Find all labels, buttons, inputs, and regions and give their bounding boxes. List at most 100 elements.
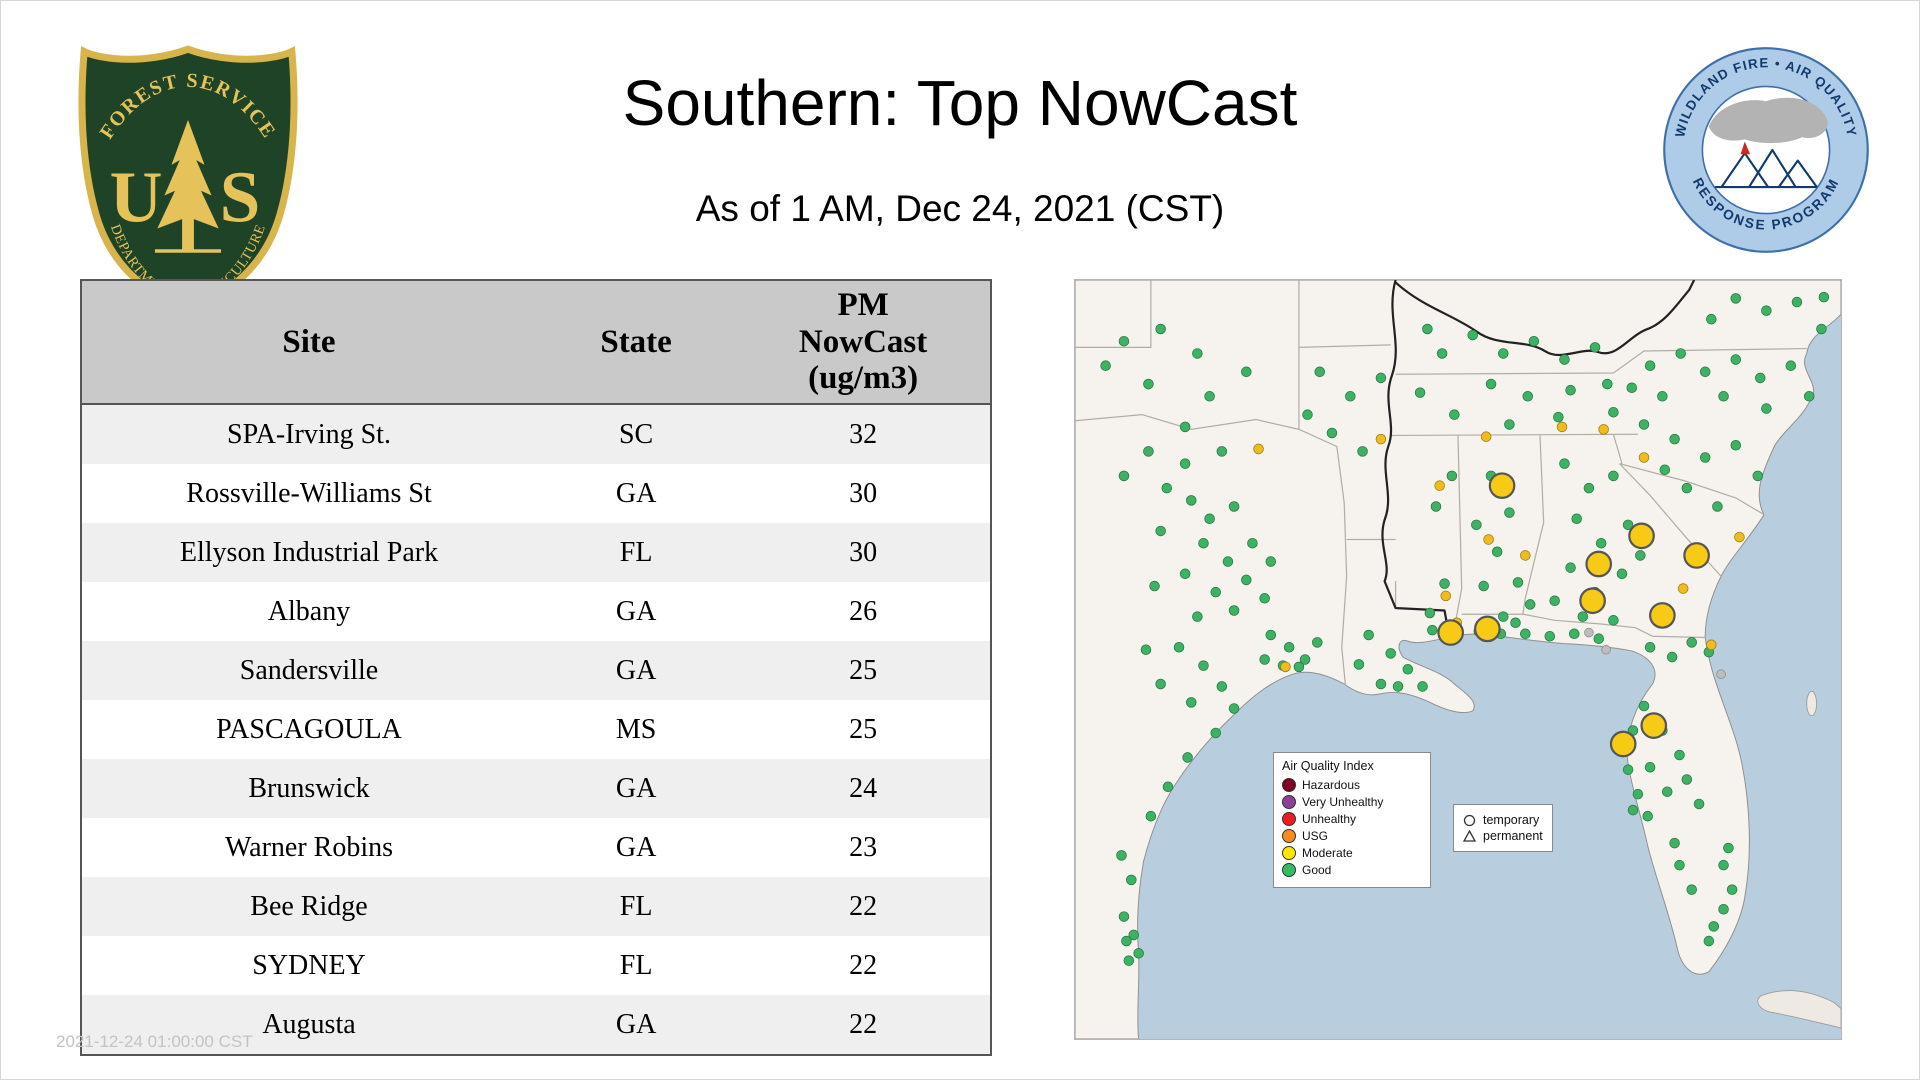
monitor-good <box>1449 409 1460 420</box>
monitor-temporary-moderate <box>1437 619 1464 646</box>
site-cell: Sandersville <box>239 654 379 686</box>
monitor-good <box>1427 624 1438 636</box>
monitor-good <box>1302 409 1313 420</box>
value-cell: 24 <box>849 772 878 804</box>
aqi-label: Hazardous <box>1302 778 1361 792</box>
monitor-moderate <box>1434 480 1445 491</box>
monitor-good <box>1265 556 1277 567</box>
monitor-moderate <box>1677 583 1689 594</box>
state-cell: FL <box>619 536 653 568</box>
value-cell: 30 <box>849 477 878 509</box>
value-cell: 22 <box>849 1008 878 1040</box>
state-cell: MS <box>615 713 657 745</box>
monitor-good <box>1718 903 1729 915</box>
state-cell: FL <box>619 949 653 981</box>
monitor-good <box>1754 372 1766 384</box>
aqi-swatch <box>1282 846 1296 860</box>
table-row: SPA-Irving St. SC 32 <box>81 404 991 464</box>
monitor-good <box>1593 633 1604 644</box>
aqi-label: Very Unhealthy <box>1302 795 1384 809</box>
aqi-legend: Air Quality Index Hazardous Very Unhealth… <box>1273 752 1431 888</box>
monitor-good <box>1553 411 1564 423</box>
monitor-good <box>1143 378 1154 390</box>
monitor-good <box>1259 593 1270 604</box>
monitor-inactive <box>1584 627 1594 638</box>
monitor-good <box>1216 681 1228 692</box>
monitor-good <box>1803 391 1815 402</box>
monitor-good <box>1471 519 1482 531</box>
southeast-map <box>1075 280 1841 1039</box>
wf-smoke-icon <box>1708 97 1828 144</box>
monitor-good <box>1816 323 1827 335</box>
monitor-good <box>1626 382 1638 393</box>
monitor-good <box>1686 884 1697 895</box>
nowcast-table-container: Site State PM NowCast (ug/m3) SPA-Irving… <box>80 279 992 1056</box>
monitor-good <box>1259 654 1270 665</box>
monitor-good <box>1247 537 1258 549</box>
monitor-good <box>1791 296 1803 308</box>
monitor-good <box>1674 859 1685 871</box>
nowcast-table: Site State PM NowCast (ug/m3) SPA-Irving… <box>80 279 992 1056</box>
monitor-moderate <box>1734 531 1745 543</box>
monitor-good <box>1392 681 1404 692</box>
monitor-moderate <box>1480 431 1492 442</box>
fs-letter-u: U <box>110 156 163 237</box>
marker-row-permanent: permanent <box>1463 829 1543 843</box>
monitor-good <box>1622 519 1634 531</box>
monitor-good <box>1669 837 1680 849</box>
monitor-good <box>1375 372 1387 384</box>
monitor-good <box>1241 366 1252 378</box>
monitor-good <box>1155 678 1166 690</box>
monitor-moderate <box>1556 421 1568 433</box>
state-cell: SC <box>618 418 654 450</box>
monitor-good <box>1436 348 1448 359</box>
monitor-good <box>1192 611 1203 622</box>
monitor-good <box>1657 391 1668 402</box>
table-row: Albany GA 26 <box>81 582 991 641</box>
monitor-good <box>1222 556 1234 567</box>
monitor-good <box>1498 348 1509 359</box>
monitor-good <box>1544 630 1556 642</box>
monitor-good <box>1708 921 1720 932</box>
table-row: SYDNEY FL 22 <box>81 936 991 995</box>
monitor-good <box>1632 788 1644 800</box>
monitor-inactive <box>1601 644 1611 655</box>
monitor-good <box>1638 700 1650 712</box>
monitor-good <box>1179 458 1191 469</box>
monitor-good <box>1528 335 1540 347</box>
monitor-good <box>1726 884 1738 895</box>
monitor-good <box>1718 859 1729 871</box>
monitor-good <box>1155 323 1166 335</box>
monitor-good <box>1439 578 1450 589</box>
monitor-moderate <box>1598 424 1609 435</box>
monitor-good <box>1675 348 1686 359</box>
aqi-swatch <box>1282 795 1296 809</box>
monitor-good <box>1478 580 1489 592</box>
monitor-good <box>1583 482 1595 494</box>
site-cell: Bee Ridge <box>250 890 368 922</box>
monitor-good <box>1179 568 1191 580</box>
monitor-good <box>1565 384 1576 396</box>
page-subtitle: As of 1 AM, Dec 24, 2021 (CST) <box>695 188 1225 229</box>
site-cell: Augusta <box>262 1008 356 1040</box>
monitor-good <box>1608 470 1619 482</box>
table-body: SPA-Irving St. SC 32 Rossville-Williams St G… <box>81 404 991 1055</box>
site-cell: Ellyson Industrial Park <box>179 536 439 568</box>
value-cell: 32 <box>849 418 878 450</box>
monitor-good <box>1228 703 1240 714</box>
monitor-good <box>1504 507 1515 518</box>
monitor-good <box>1228 605 1240 616</box>
monitor-good <box>1128 929 1139 941</box>
value-cell: 22 <box>849 890 878 922</box>
monitor-good <box>1467 329 1478 341</box>
fs-letter-s: S <box>220 156 261 237</box>
monitor-good <box>1785 360 1797 371</box>
monitor-good <box>1608 615 1619 626</box>
monitor-good <box>1730 354 1742 365</box>
cuba-island <box>1757 990 1841 1029</box>
monitor-good <box>1198 660 1209 671</box>
monitor-temporary-moderate <box>1640 712 1668 739</box>
table-header-row: Site State PM NowCast (ug/m3) <box>81 280 991 405</box>
monitor-temporary-moderate <box>1628 522 1655 550</box>
monitor-moderate <box>1638 452 1650 463</box>
